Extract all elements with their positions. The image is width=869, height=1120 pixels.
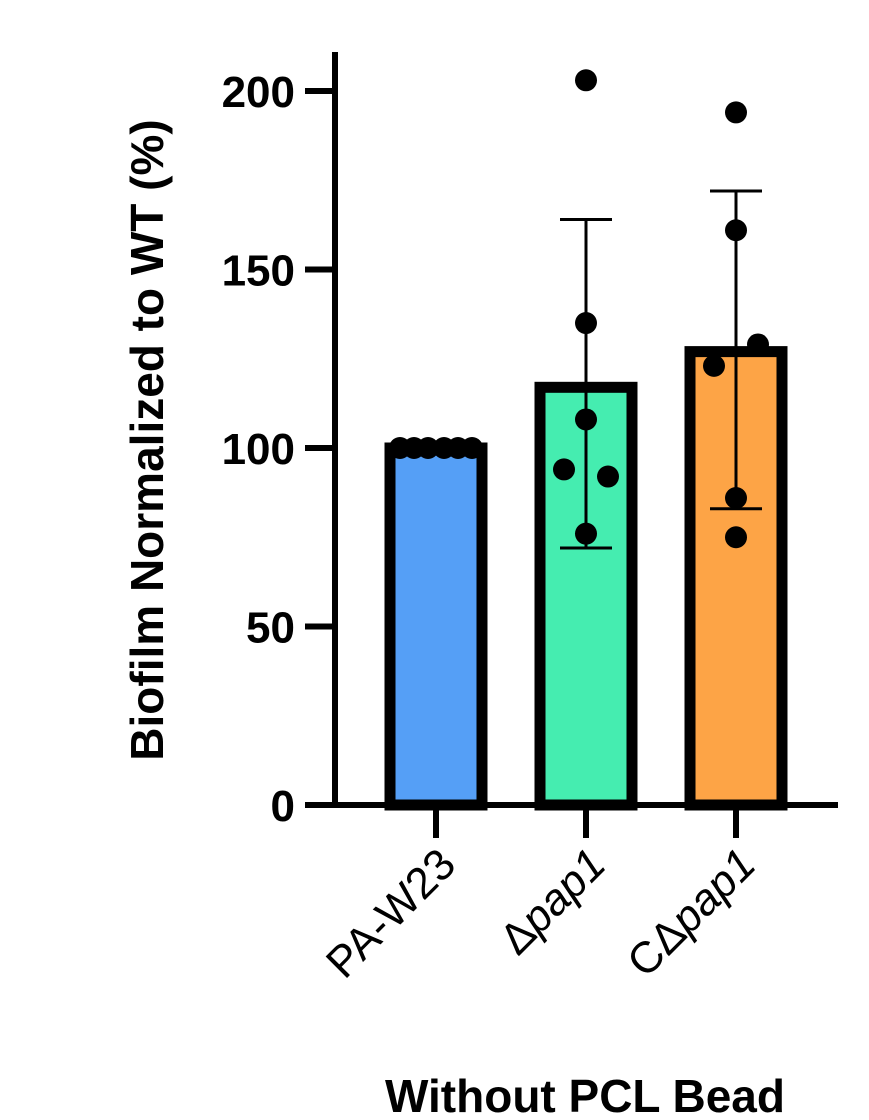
data-point bbox=[725, 486, 747, 509]
data-point bbox=[597, 465, 619, 488]
data-points bbox=[389, 69, 769, 549]
x-tick-label: CΔpap1 bbox=[618, 839, 765, 986]
data-point bbox=[575, 69, 597, 92]
y-axis-label: Biofilm Normalized to WT (%) bbox=[121, 119, 173, 760]
bar bbox=[384, 442, 488, 811]
y-tick-label: 150 bbox=[222, 247, 295, 296]
x-tick-label-prefix: PA-W23 bbox=[317, 839, 465, 987]
data-point bbox=[703, 354, 725, 377]
y-tick-label: 100 bbox=[222, 425, 295, 474]
data-point bbox=[725, 101, 747, 124]
y-tick-label: 200 bbox=[222, 68, 295, 117]
data-point bbox=[461, 437, 483, 459]
data-point bbox=[553, 458, 575, 481]
data-point bbox=[575, 522, 597, 545]
x-axis-title: Without PCL Bead bbox=[385, 1070, 785, 1120]
y-ticks: 0 50 100 150 200 bbox=[222, 68, 335, 831]
data-point bbox=[575, 312, 597, 335]
data-point bbox=[417, 437, 439, 459]
y-axis-title: Biofilm Normalized to WT (%) bbox=[121, 119, 173, 760]
x-tick-label: Δpap1 bbox=[490, 839, 615, 964]
data-point bbox=[725, 219, 747, 242]
y-tick-label: 0 bbox=[271, 782, 295, 831]
error-bars bbox=[560, 189, 762, 550]
y-tick-label: 50 bbox=[246, 604, 295, 653]
data-point bbox=[725, 526, 747, 549]
data-point bbox=[575, 408, 597, 431]
data-point bbox=[747, 333, 769, 356]
x-tick-label: PA-W23 bbox=[317, 839, 465, 987]
